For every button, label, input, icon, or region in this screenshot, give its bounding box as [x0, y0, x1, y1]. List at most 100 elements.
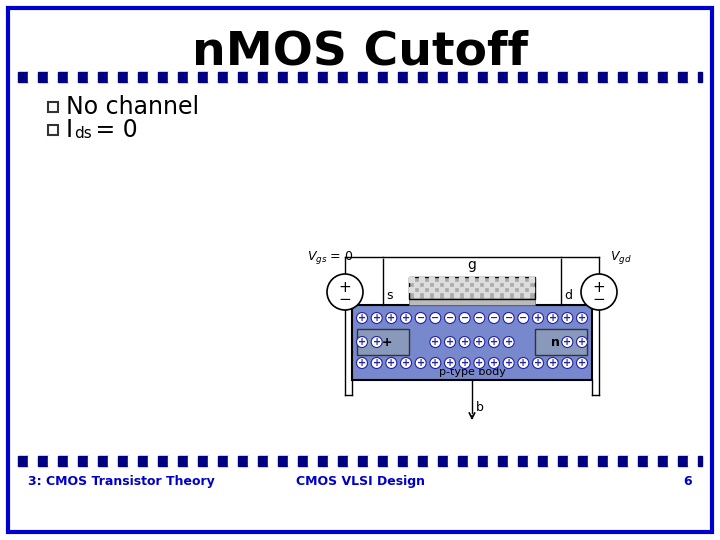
Bar	[478, 72, 488, 82]
Text: 3: CMOS Transistor Theory: 3: CMOS Transistor Theory	[28, 475, 215, 488]
Bar	[698, 72, 702, 82]
Circle shape	[372, 336, 382, 348]
Text: −: −	[431, 313, 439, 323]
Bar	[419, 277, 424, 282]
Bar	[618, 72, 628, 82]
Bar	[28, 72, 38, 82]
Bar	[48, 125, 58, 135]
Bar	[489, 277, 494, 282]
Bar	[498, 72, 508, 82]
Bar	[658, 456, 668, 466]
Bar	[148, 456, 158, 466]
Bar	[638, 72, 648, 82]
Bar	[318, 456, 328, 466]
Circle shape	[562, 357, 573, 368]
Bar	[398, 72, 408, 82]
Circle shape	[356, 336, 367, 348]
Bar	[468, 456, 478, 466]
Bar	[188, 72, 198, 82]
Bar	[98, 456, 108, 466]
Bar	[368, 456, 378, 466]
Bar	[188, 456, 198, 466]
Bar	[648, 456, 658, 466]
Bar	[528, 72, 538, 82]
Text: +: +	[431, 337, 439, 347]
Circle shape	[581, 274, 617, 310]
Bar	[408, 456, 418, 466]
Text: +: +	[358, 337, 366, 347]
Text: n+: n+	[373, 335, 392, 348]
Bar	[439, 277, 444, 282]
Text: +: +	[358, 313, 366, 323]
Bar	[578, 72, 588, 82]
Bar	[449, 287, 454, 292]
Bar	[409, 287, 414, 292]
Bar	[338, 456, 348, 466]
Bar	[288, 72, 298, 82]
Text: −: −	[461, 313, 469, 323]
Bar	[98, 72, 108, 82]
Bar	[514, 282, 519, 287]
Bar	[648, 72, 658, 82]
Circle shape	[415, 313, 426, 323]
Bar	[228, 456, 238, 466]
Bar	[509, 277, 514, 282]
Bar	[514, 292, 519, 297]
Circle shape	[533, 357, 544, 368]
Bar	[48, 102, 58, 112]
Circle shape	[444, 313, 456, 323]
Bar	[434, 292, 439, 297]
Bar	[668, 72, 678, 82]
Text: No channel: No channel	[66, 95, 199, 119]
Bar	[278, 72, 288, 82]
Bar	[488, 456, 498, 466]
Bar	[464, 282, 469, 287]
Bar	[429, 287, 434, 292]
Text: nMOS Cutoff: nMOS Cutoff	[192, 30, 528, 75]
Bar	[524, 282, 529, 287]
Bar	[158, 72, 168, 82]
Circle shape	[459, 336, 470, 348]
Bar	[494, 282, 499, 287]
Text: +: +	[461, 358, 469, 368]
Circle shape	[518, 357, 528, 368]
Bar	[18, 456, 28, 466]
Text: +: +	[417, 358, 425, 368]
Text: +: +	[549, 358, 557, 368]
Text: b: b	[476, 401, 484, 414]
Bar	[638, 456, 648, 466]
Bar	[218, 72, 228, 82]
Bar	[58, 72, 68, 82]
Bar	[298, 72, 308, 82]
Bar	[357, 329, 409, 355]
Text: +: +	[387, 313, 395, 323]
Text: +: +	[446, 337, 454, 347]
Text: +: +	[490, 358, 498, 368]
Bar	[248, 72, 258, 82]
Bar	[268, 72, 278, 82]
Bar	[459, 277, 464, 282]
Bar	[469, 287, 474, 292]
Bar	[444, 282, 449, 287]
Bar	[688, 72, 698, 82]
Circle shape	[533, 313, 544, 323]
Text: = 0: = 0	[88, 118, 138, 142]
Bar	[348, 456, 358, 466]
Bar	[538, 456, 548, 466]
Bar	[318, 72, 328, 82]
Text: ds: ds	[74, 126, 91, 141]
Bar	[519, 287, 524, 292]
Circle shape	[503, 336, 514, 348]
Bar	[479, 277, 484, 282]
Bar	[678, 72, 688, 82]
Bar	[568, 456, 578, 466]
Bar	[198, 72, 208, 82]
Text: +: +	[402, 358, 410, 368]
Circle shape	[474, 336, 485, 348]
Bar	[504, 282, 509, 287]
Text: +: +	[578, 337, 586, 347]
Bar	[458, 72, 468, 82]
Bar	[178, 456, 188, 466]
Text: $V_{gs}$ = 0: $V_{gs}$ = 0	[307, 249, 354, 266]
Bar	[524, 292, 529, 297]
